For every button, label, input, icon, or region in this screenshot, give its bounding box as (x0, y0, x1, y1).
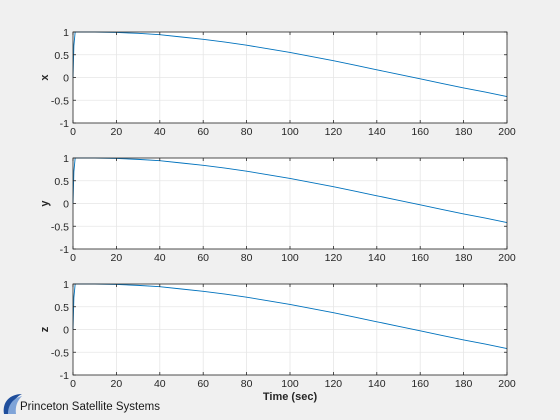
company-logo: Princeton Satellite Systems (3, 394, 160, 414)
x-tick-label: 120 (325, 252, 343, 264)
x-tick-label: 40 (154, 378, 166, 390)
x-tick-label: 20 (111, 252, 123, 264)
x-tick-label: 80 (241, 378, 253, 390)
x-axis-label: Time (sec) (263, 391, 318, 403)
y-tick-label: 1 (63, 279, 69, 291)
y-tick-label: 0.5 (54, 176, 69, 188)
subplot-x: 0 20 40 60 80 100 120 140 160 180 200 -1 -0.5 0 0.5 1 x (39, 27, 516, 138)
x-tick-label: 60 (197, 252, 209, 264)
x-tick-label: 200 (498, 252, 516, 264)
company-name: Princeton Satellite Systems (20, 401, 160, 413)
y-tick-label: 0.5 (54, 302, 69, 314)
x-tick-label: 100 (281, 126, 299, 138)
x-tick-label: 160 (411, 378, 429, 390)
x-tick-label: 180 (455, 252, 473, 264)
y-tick-label: 0 (63, 199, 69, 211)
x-tick-label: 20 (111, 126, 123, 138)
x-tick-label: 200 (498, 126, 516, 138)
y-tick-label: -1 (60, 118, 69, 130)
x-tick-label: 0 (70, 378, 76, 390)
orbit-swoosh-accent-icon (8, 396, 22, 414)
x-tick-label: 140 (368, 126, 386, 138)
x-tick-label: 0 (70, 126, 76, 138)
x-tick-label: 60 (197, 126, 209, 138)
y-tick-label: -1 (60, 370, 69, 382)
x-tick-label: 80 (241, 126, 253, 138)
x-tick-label: 40 (154, 126, 166, 138)
x-tick-label: 80 (241, 252, 253, 264)
x-tick-label: 160 (411, 126, 429, 138)
y-tick-label: -0.5 (51, 95, 69, 107)
y-tick-label: -0.5 (51, 347, 69, 359)
orbit-swoosh-icon (3, 394, 23, 414)
x-tick-label: 120 (325, 378, 343, 390)
x-tick-label: 40 (154, 252, 166, 264)
x-tick-label: 140 (368, 378, 386, 390)
x-tick-label: 200 (498, 378, 516, 390)
y-tick-label: -0.5 (51, 221, 69, 233)
y-tick-label: 1 (63, 27, 69, 39)
y-tick-label: 0 (63, 73, 69, 85)
y-axis-label: z (39, 326, 51, 332)
x-tick-label: 60 (197, 378, 209, 390)
x-tick-label: 0 (70, 252, 76, 264)
x-tick-label: 140 (368, 252, 386, 264)
subplot-z: 0 20 40 60 80 100 120 140 160 180 200 -1 -0.5 0 0.5 1 z T… (39, 279, 516, 403)
y-axis-label: x (39, 74, 51, 81)
x-tick-label: 180 (455, 126, 473, 138)
x-tick-label: 120 (325, 126, 343, 138)
y-tick-label: 0 (63, 325, 69, 337)
y-tick-label: -1 (60, 244, 69, 256)
y-axis-label: y (39, 200, 51, 207)
x-tick-label: 160 (411, 252, 429, 264)
y-tick-label: 0.5 (54, 50, 69, 62)
subplots: 0 20 40 60 80 100 120 140 160 180 200-1-0.500.51x0… (39, 27, 516, 403)
y-tick-label: 1 (63, 153, 69, 165)
x-tick-label: 20 (111, 378, 123, 390)
x-tick-label: 180 (455, 378, 473, 390)
x-tick-label: 100 (281, 378, 299, 390)
x-tick-label: 100 (281, 252, 299, 264)
subplot-y: 0 20 40 60 80 100 120 140 160 180 200 -1 -0.5 0 0.5 1 y (39, 153, 516, 264)
